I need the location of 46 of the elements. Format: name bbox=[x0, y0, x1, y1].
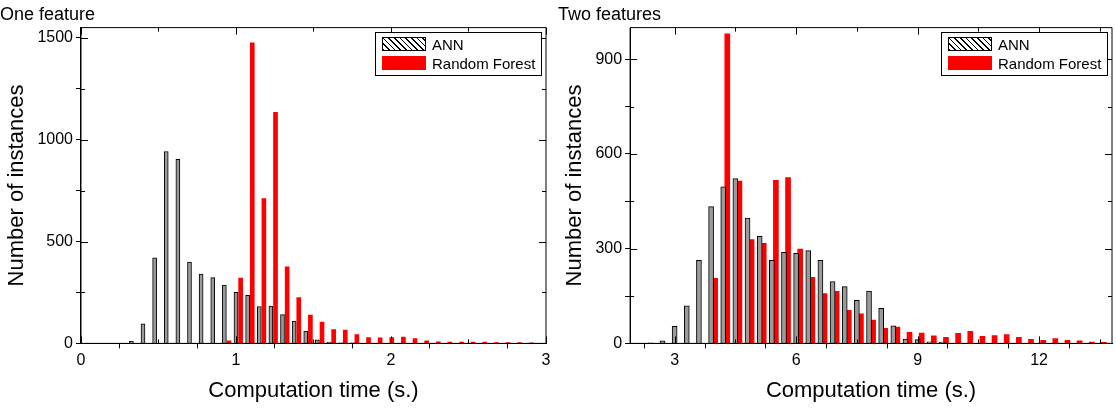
x-tick-label: 2 bbox=[386, 351, 396, 369]
bar bbox=[1028, 338, 1034, 344]
y-tick-label: 300 bbox=[595, 239, 623, 257]
x-axis-title: Computation time (s.) bbox=[208, 376, 419, 402]
y-tick-label: 1500 bbox=[37, 28, 74, 46]
bar bbox=[249, 42, 255, 344]
y-tick-label: 900 bbox=[595, 49, 623, 67]
bar bbox=[273, 112, 278, 344]
x-tick-label: 3 bbox=[670, 351, 680, 369]
legend-label: ANN bbox=[432, 34, 464, 54]
bar bbox=[1040, 339, 1046, 344]
bar bbox=[401, 336, 406, 344]
bar bbox=[296, 297, 302, 344]
y-tick-label: 600 bbox=[595, 144, 623, 162]
bar bbox=[226, 340, 232, 344]
x-tick-label: 6 bbox=[791, 351, 801, 369]
x-axis-title: Computation time (s.) bbox=[765, 376, 977, 402]
bar bbox=[238, 277, 243, 344]
x-tick-label: 12 bbox=[1030, 351, 1049, 369]
legend-label: Random Forest bbox=[998, 53, 1102, 73]
bar bbox=[366, 337, 371, 344]
y-axis-title: Number of instances bbox=[561, 84, 587, 287]
bar bbox=[1016, 337, 1022, 344]
chart-title: Two features bbox=[558, 3, 662, 24]
y-axis-title: Number of instances bbox=[3, 84, 29, 287]
bar bbox=[967, 331, 974, 344]
x-tick-label: 9 bbox=[913, 351, 923, 369]
bar bbox=[955, 332, 961, 344]
y-tick-label: 1000 bbox=[37, 130, 74, 148]
x-tick-label: 0 bbox=[76, 351, 86, 369]
y-tick-label: 500 bbox=[46, 231, 74, 249]
y-tick-label: 0 bbox=[613, 333, 623, 351]
chart-title: One feature bbox=[0, 3, 96, 24]
bar bbox=[424, 340, 429, 344]
bar bbox=[331, 329, 336, 344]
legend-label: ANN bbox=[998, 34, 1030, 54]
legend-label: Random Forest bbox=[432, 53, 536, 73]
x-tick-label: 1 bbox=[231, 351, 241, 369]
y-tick-label: 0 bbox=[64, 333, 74, 351]
bar bbox=[943, 337, 949, 344]
bar bbox=[930, 335, 937, 344]
bar bbox=[342, 329, 348, 344]
bar bbox=[1003, 334, 1010, 344]
bar bbox=[308, 314, 313, 344]
x-tick-label: 3 bbox=[541, 351, 551, 369]
bar bbox=[1052, 338, 1059, 344]
